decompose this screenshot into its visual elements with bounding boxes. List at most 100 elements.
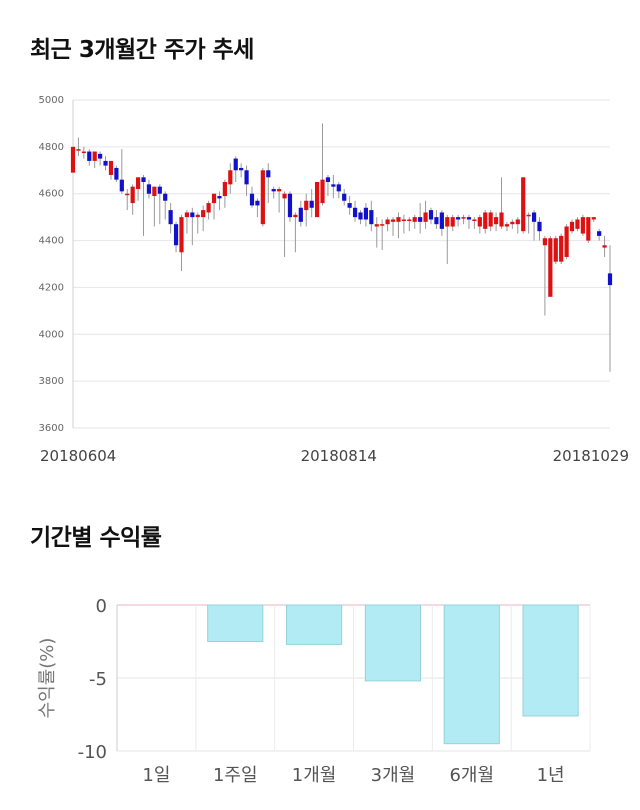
y-tick-label: 5000 (39, 95, 64, 106)
candle (222, 179, 227, 208)
candle-body (450, 217, 455, 227)
candle (152, 186, 157, 227)
candle-body (342, 193, 347, 201)
candle (233, 156, 238, 182)
candle (249, 186, 255, 208)
candle (157, 184, 162, 225)
candle-body (390, 219, 396, 222)
candle (396, 212, 401, 239)
candle (293, 212, 298, 253)
candle (569, 219, 575, 234)
candle-body (81, 151, 86, 154)
candle (521, 177, 526, 234)
candle-body (298, 207, 303, 222)
candle (445, 214, 450, 264)
candle-body (472, 219, 477, 221)
x-tick-label: 1개월 (292, 765, 337, 786)
candle (358, 210, 363, 225)
candle (531, 210, 537, 241)
candle-body (309, 200, 314, 208)
candle-body (135, 177, 141, 190)
y-axis-label: 수익률(%) (37, 638, 58, 719)
candle (184, 210, 190, 234)
candle-body (190, 212, 195, 218)
candle-body (249, 193, 255, 206)
candle (331, 174, 336, 199)
candle (580, 214, 585, 236)
candle-body (602, 245, 607, 248)
candle-body (352, 207, 358, 218)
candle-body (401, 219, 406, 221)
candle-body (439, 212, 444, 229)
return-bar (285, 604, 343, 645)
candle (439, 210, 444, 236)
candle-body (125, 193, 130, 196)
y-tick-label: 4800 (39, 142, 64, 153)
candle-body (146, 184, 152, 194)
candle (450, 214, 455, 232)
candle-body (537, 221, 542, 232)
return-bar (364, 604, 422, 682)
candle (201, 205, 206, 232)
candle-body (396, 217, 401, 222)
candle-body (504, 224, 510, 227)
candle (352, 200, 358, 222)
candle (211, 193, 217, 220)
returns-grid (116, 604, 591, 752)
candle-body (201, 210, 206, 218)
candle-body (271, 189, 276, 192)
candle (499, 177, 504, 229)
candle (114, 165, 119, 182)
candlestick-series (70, 123, 613, 372)
price-trend-title: 최근 3개월간 주가 추세 (30, 37, 254, 63)
candle (564, 224, 569, 260)
candle-body (163, 193, 168, 201)
candle-body (580, 217, 585, 234)
candle (401, 214, 406, 234)
return-bar (443, 604, 500, 745)
candle-body (92, 151, 97, 161)
candle-body (98, 153, 103, 159)
candle (559, 233, 564, 264)
candle (542, 235, 548, 316)
candle-body (559, 235, 564, 262)
candle (553, 235, 558, 264)
candle-body (184, 212, 190, 218)
candle-body (477, 217, 482, 227)
candle-body (428, 210, 434, 220)
candle-body (461, 217, 466, 219)
candle-body (228, 170, 233, 185)
candle-body (314, 182, 320, 218)
candle-body (282, 193, 287, 199)
y-tick-label: 3600 (39, 423, 64, 434)
candle-body (423, 212, 428, 222)
x-tick-label: 20180604 (40, 447, 116, 465)
candle-body (569, 221, 575, 232)
candle-body (108, 160, 114, 175)
x-tick-label: 20181029 (553, 447, 629, 465)
candle-body (70, 146, 76, 173)
candle (260, 167, 265, 227)
candle-body (331, 184, 336, 187)
candle-body (244, 170, 249, 185)
candle-body (412, 217, 417, 222)
candle (363, 203, 369, 227)
price-grid (73, 99, 610, 429)
y-tick-label: 4400 (39, 236, 64, 247)
candle (76, 137, 81, 157)
candle-body (325, 177, 331, 182)
candle-body (239, 167, 244, 171)
candle-body (141, 177, 146, 182)
candle (119, 149, 124, 194)
candle (298, 200, 303, 227)
candle-body (266, 170, 271, 178)
candle-body (76, 149, 81, 151)
candle (98, 151, 103, 166)
candle-body (217, 196, 222, 199)
candle (461, 214, 466, 225)
candle (526, 212, 531, 234)
candle (428, 207, 434, 225)
candle (244, 165, 249, 197)
candle-body (607, 273, 613, 286)
candle (504, 221, 510, 232)
